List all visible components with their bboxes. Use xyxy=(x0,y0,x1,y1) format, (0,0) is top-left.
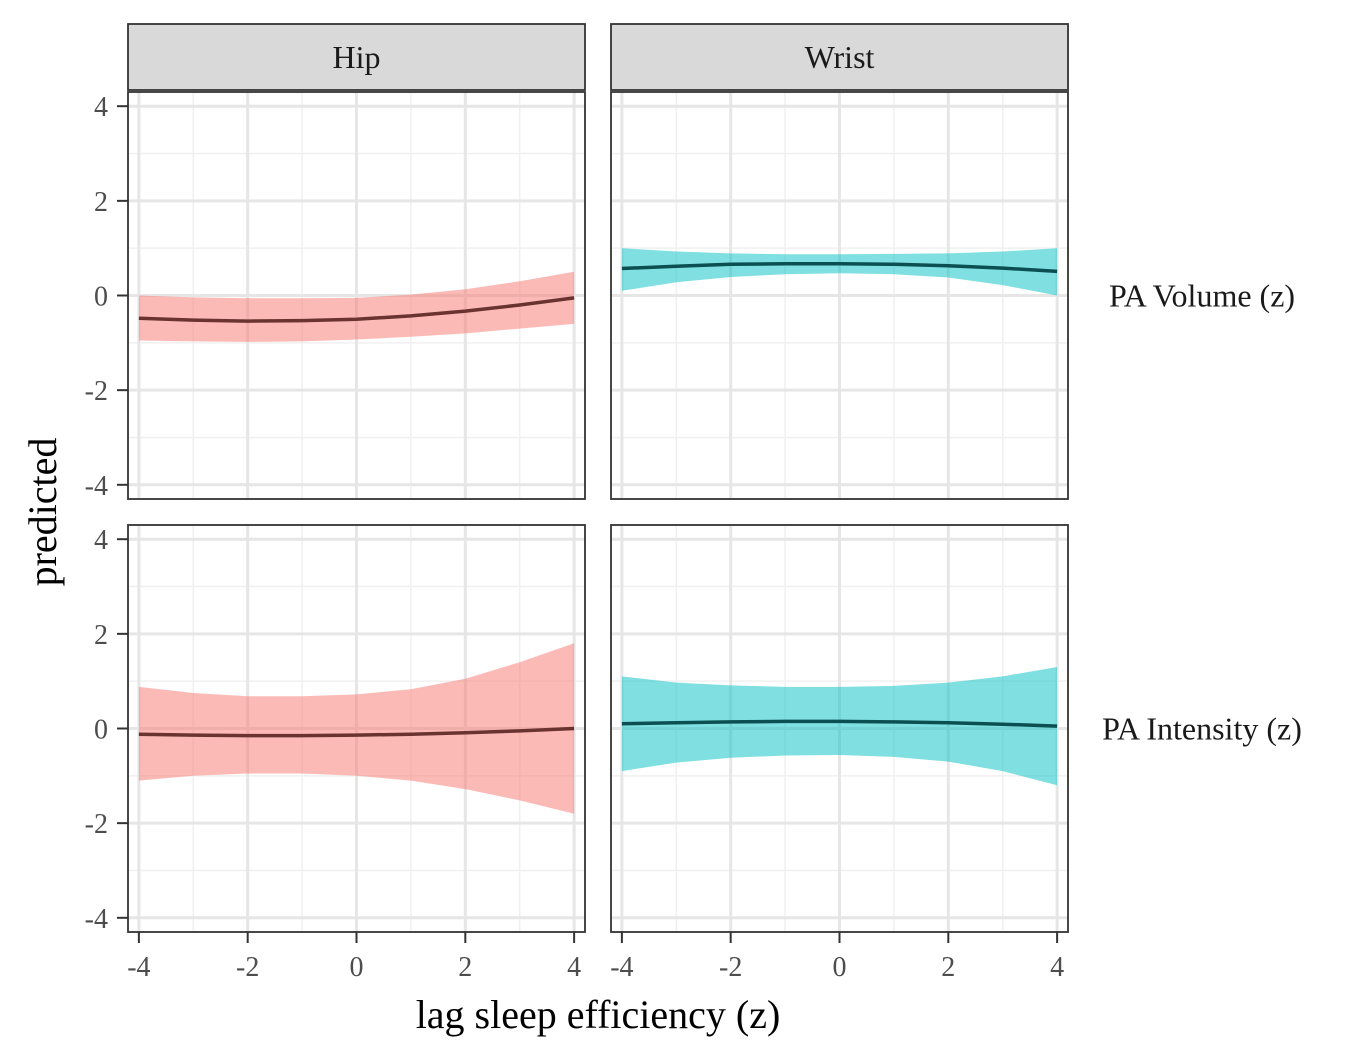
confidence-ribbon-hip-pa-volume-z xyxy=(138,271,575,342)
x-tick-label: 0 xyxy=(350,952,364,983)
confidence-ribbon-wrist-pa-intensity-z xyxy=(621,667,1058,786)
panel-border xyxy=(610,91,1069,500)
y-tick-label: 4 xyxy=(94,92,108,123)
x-tick-label: 2 xyxy=(941,952,955,983)
x-tick-label: 4 xyxy=(567,952,581,983)
strip-background xyxy=(610,23,1069,91)
strip-background xyxy=(127,23,586,91)
strips-layer: Hip Wrist xyxy=(127,23,1069,91)
x-tick-label: 4 xyxy=(1050,952,1064,983)
y-axis-title: predicted xyxy=(20,438,65,587)
panel-hip-pa-intensity-z xyxy=(127,524,586,933)
confidence-ribbon-hip-pa-intensity-z xyxy=(138,643,575,814)
panel-wrist-pa-intensity-z xyxy=(610,524,1069,933)
axes-layer: PA Volume (z) PA Intensity (z) -4 -2 0 2 4 -4 -2… xyxy=(85,92,1302,983)
x-tick-label: -2 xyxy=(236,952,259,983)
strip-wrist: Wrist xyxy=(610,23,1069,91)
y-tick-label: 0 xyxy=(94,715,108,746)
panels-layer xyxy=(127,91,1069,933)
y-tick-label: 2 xyxy=(94,187,108,218)
y-tick-label: 4 xyxy=(94,525,108,556)
predicted-line-hip-pa-volume-z xyxy=(138,296,575,323)
x-tick-label: -4 xyxy=(610,952,633,983)
predicted-line-wrist-pa-volume-z xyxy=(621,262,1058,274)
y-tick-label: 2 xyxy=(94,620,108,651)
x-tick-label: 2 xyxy=(458,952,472,983)
strip-label-hip: Hip xyxy=(333,39,381,75)
y-tick-label: 0 xyxy=(94,282,108,313)
y-tick-label: -2 xyxy=(85,376,108,407)
y-tick-label: -4 xyxy=(85,904,108,935)
y-tick-label: -2 xyxy=(85,809,108,840)
strip-hip: Hip xyxy=(127,23,586,91)
panel-hip-pa-volume-z xyxy=(127,91,586,500)
row-label-pa-volume-z: PA Volume (z) xyxy=(1109,278,1295,314)
row-label-pa-intensity-z: PA Intensity (z) xyxy=(1102,711,1302,747)
confidence-ribbon-wrist-pa-volume-z xyxy=(621,248,1058,296)
x-tick-label: -2 xyxy=(719,952,742,983)
strip-label-wrist: Wrist xyxy=(805,39,875,75)
x-axis-title: lag sleep efficiency (z) xyxy=(416,992,781,1037)
predicted-line-wrist-pa-intensity-z xyxy=(621,719,1058,728)
x-tick-label: -4 xyxy=(127,952,150,983)
predicted-line-hip-pa-intensity-z xyxy=(138,726,575,738)
y-tick-label: -4 xyxy=(85,471,108,502)
panel-wrist-pa-volume-z xyxy=(610,91,1069,500)
x-tick-label: 0 xyxy=(833,952,847,983)
